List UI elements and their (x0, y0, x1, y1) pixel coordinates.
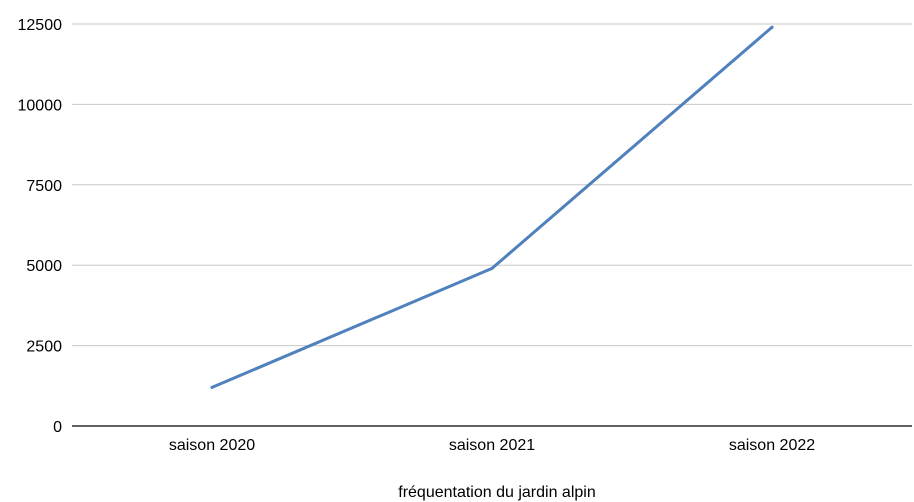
x-tick-label: saison 2021 (449, 437, 535, 454)
x-tick-label: saison 2022 (729, 437, 815, 454)
gridlines (72, 23, 912, 427)
y-tick-label: 7500 (26, 178, 62, 195)
y-tick-label: 0 (53, 419, 62, 436)
y-tick-label: 10000 (18, 97, 63, 114)
y-tick-label: 2500 (26, 339, 62, 356)
data-point (490, 266, 494, 270)
x-tick-label: saison 2020 (169, 437, 255, 454)
y-tick-label: 5000 (26, 258, 62, 275)
series-line (210, 25, 774, 389)
x-axis-tick-labels: saison 2020 saison 2021 saison 2022 (169, 437, 815, 454)
series-group (210, 25, 774, 389)
data-point (210, 385, 214, 389)
y-tick-label: 12500 (18, 17, 63, 34)
data-point (770, 25, 774, 29)
y-axis-tick-labels: 0 2500 5000 7500 10000 12500 (18, 17, 63, 436)
x-axis-title: fréquentation du jardin alpin (398, 484, 595, 501)
